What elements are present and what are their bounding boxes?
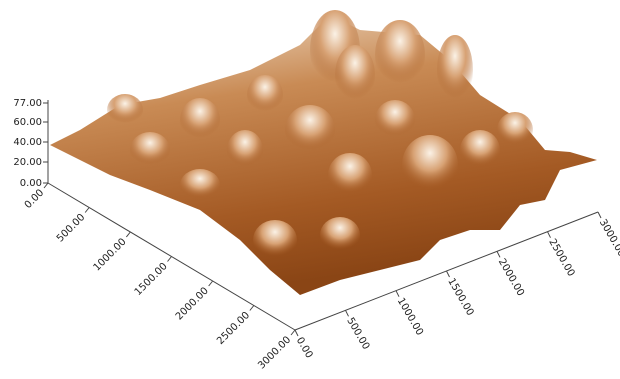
y-tick-label: 500.00 <box>344 316 371 352</box>
x-tick <box>209 281 213 286</box>
x-tick <box>291 330 295 335</box>
x-tick <box>250 306 254 311</box>
x-tick-label: 1500.00 <box>133 261 170 298</box>
y-tick <box>447 271 450 277</box>
y-tick <box>396 291 399 297</box>
surface <box>50 10 597 295</box>
y-tick-label: 0.00 <box>294 336 315 361</box>
x-tick-label: 2500.00 <box>215 310 252 347</box>
y-tick <box>548 232 551 238</box>
x-tick <box>85 208 89 213</box>
y-tick <box>295 330 298 336</box>
y-tick <box>497 251 500 257</box>
y-tick <box>598 212 601 218</box>
x-tick <box>126 232 130 237</box>
y-tick-label: 3000.00 <box>597 218 620 259</box>
afm-plot: 77.0060.0040.0020.000.000.00500.001000.0… <box>0 0 620 379</box>
y-tick-label: 1500.00 <box>445 277 475 318</box>
y-tick <box>346 310 349 316</box>
x-tick-label: 3000.00 <box>256 334 293 371</box>
x-tick <box>44 183 48 188</box>
z-tick-label: 20.00 <box>13 157 42 168</box>
x-tick-label: 1000.00 <box>92 236 129 273</box>
x-tick <box>168 257 172 262</box>
z-tick-label: 77.00 <box>13 98 42 109</box>
x-tick-label: 500.00 <box>55 212 88 245</box>
y-tick-label: 2000.00 <box>496 257 526 298</box>
z-tick-label: 40.00 <box>13 137 42 148</box>
y-tick-label: 2500.00 <box>546 237 576 278</box>
x-tick-label: 0.00 <box>23 187 47 211</box>
z-tick-label: 0.00 <box>20 178 42 189</box>
x-tick-label: 2000.00 <box>174 285 211 322</box>
z-tick-label: 60.00 <box>13 117 42 128</box>
y-tick-label: 1000.00 <box>395 296 425 337</box>
